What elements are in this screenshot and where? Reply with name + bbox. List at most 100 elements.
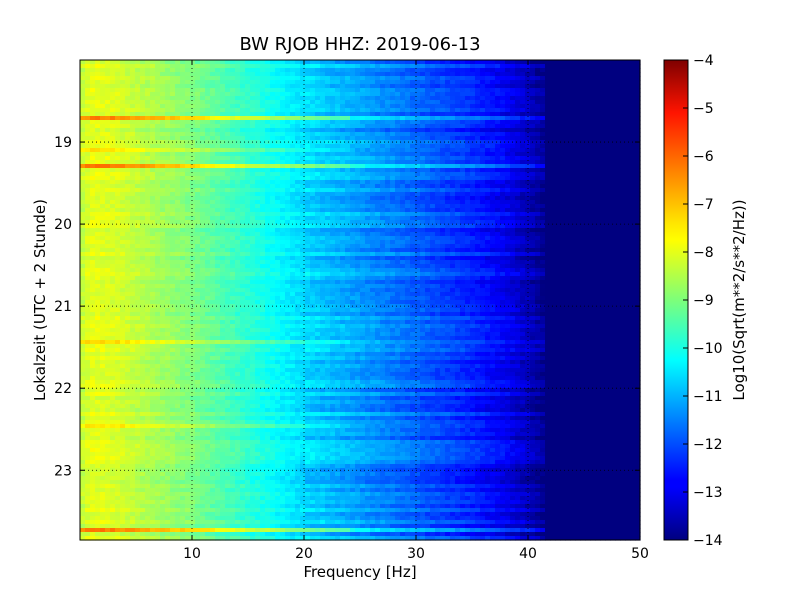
heatmap-cell	[320, 88, 326, 93]
heatmap-cell	[180, 72, 186, 77]
heatmap-cell	[360, 196, 366, 201]
heatmap-cell	[90, 236, 96, 241]
heatmap-cell	[330, 224, 336, 229]
heatmap-cell	[140, 188, 146, 193]
heatmap-cell	[135, 156, 141, 161]
heatmap-cell	[305, 212, 311, 217]
heatmap-cell	[395, 120, 401, 125]
heatmap-cell	[470, 156, 476, 161]
heatmap-cell	[360, 148, 366, 153]
heatmap-cell	[360, 68, 366, 73]
heatmap-cell	[150, 64, 156, 69]
heatmap-cell	[515, 164, 521, 169]
heatmap-cell	[565, 156, 571, 161]
heatmap-cell	[485, 152, 491, 157]
heatmap-cell	[190, 220, 196, 225]
heatmap-cell	[385, 108, 391, 113]
heatmap-cell	[130, 116, 136, 121]
heatmap-cell	[440, 152, 446, 157]
heatmap-cell	[565, 144, 571, 149]
heatmap-cell	[170, 116, 176, 121]
heatmap-cell	[580, 160, 586, 165]
heatmap-cell	[280, 140, 286, 145]
heatmap-cell	[420, 168, 426, 173]
heatmap-cell	[580, 104, 586, 109]
heatmap-cell	[620, 152, 626, 157]
heatmap-cell	[595, 80, 601, 85]
heatmap-cell	[350, 236, 356, 241]
heatmap-cell	[460, 100, 466, 105]
heatmap-cell	[110, 200, 116, 205]
heatmap-cell	[190, 132, 196, 137]
heatmap-cell	[625, 112, 631, 117]
heatmap-cell	[275, 188, 281, 193]
heatmap-cell	[505, 68, 511, 73]
heatmap-cell	[215, 184, 221, 189]
heatmap-cell	[240, 132, 246, 137]
heatmap-cell	[265, 220, 271, 225]
heatmap-cell	[430, 88, 436, 93]
heatmap-cell	[180, 176, 186, 181]
heatmap-cell	[495, 172, 501, 177]
heatmap-cell	[540, 168, 546, 173]
heatmap-cell	[310, 116, 316, 121]
heatmap-cell	[285, 76, 291, 81]
heatmap-cell	[150, 152, 156, 157]
heatmap-cell	[90, 100, 96, 105]
heatmap-cell	[495, 212, 501, 217]
heatmap-cell	[220, 120, 226, 125]
heatmap-cell	[550, 212, 556, 217]
heatmap-cell	[435, 176, 441, 181]
heatmap-cell	[455, 212, 461, 217]
heatmap-cell	[200, 140, 206, 145]
heatmap-cell	[450, 212, 456, 217]
heatmap-cell	[450, 136, 456, 141]
heatmap-cell	[115, 200, 121, 205]
heatmap-cell	[585, 140, 591, 145]
heatmap-cell	[545, 144, 551, 149]
heatmap-cell	[520, 116, 526, 121]
heatmap-cell	[265, 172, 271, 177]
heatmap-cell	[635, 224, 641, 229]
heatmap-cell	[145, 144, 151, 149]
heatmap-cell	[240, 220, 246, 225]
heatmap-cell	[215, 196, 221, 201]
heatmap-cell	[265, 68, 271, 73]
heatmap-cell	[340, 64, 346, 69]
heatmap-cell	[485, 96, 491, 101]
heatmap-cell	[255, 132, 261, 137]
heatmap-cell	[260, 176, 266, 181]
heatmap-cell	[365, 88, 371, 93]
heatmap-cell	[100, 184, 106, 189]
heatmap-cell	[520, 140, 526, 145]
heatmap-cell	[225, 192, 231, 197]
heatmap-cell	[195, 192, 201, 197]
heatmap-cell	[110, 160, 116, 165]
heatmap-cell	[120, 84, 126, 89]
heatmap-cell	[105, 216, 111, 221]
heatmap-cell	[520, 112, 526, 117]
heatmap-cell	[560, 164, 566, 169]
heatmap-cell	[225, 216, 231, 221]
heatmap-cell	[410, 124, 416, 129]
heatmap-cell	[445, 68, 451, 73]
heatmap-cell	[125, 176, 131, 181]
heatmap-cell	[195, 148, 201, 153]
heatmap-cell	[580, 184, 586, 189]
heatmap-cell	[165, 100, 171, 105]
heatmap-cell	[115, 148, 121, 153]
heatmap-cell	[485, 136, 491, 141]
heatmap-cell	[420, 200, 426, 205]
heatmap-cell	[520, 60, 526, 65]
heatmap-cell	[300, 188, 306, 193]
heatmap-cell	[585, 156, 591, 161]
heatmap-cell	[520, 104, 526, 109]
heatmap-cell	[420, 140, 426, 145]
heatmap-cell	[400, 132, 406, 137]
heatmap-cell	[365, 112, 371, 117]
heatmap-cell	[410, 176, 416, 181]
heatmap-cell	[130, 232, 136, 237]
heatmap-cell	[155, 168, 161, 173]
heatmap-cell	[375, 196, 381, 201]
heatmap-cell	[530, 192, 536, 197]
